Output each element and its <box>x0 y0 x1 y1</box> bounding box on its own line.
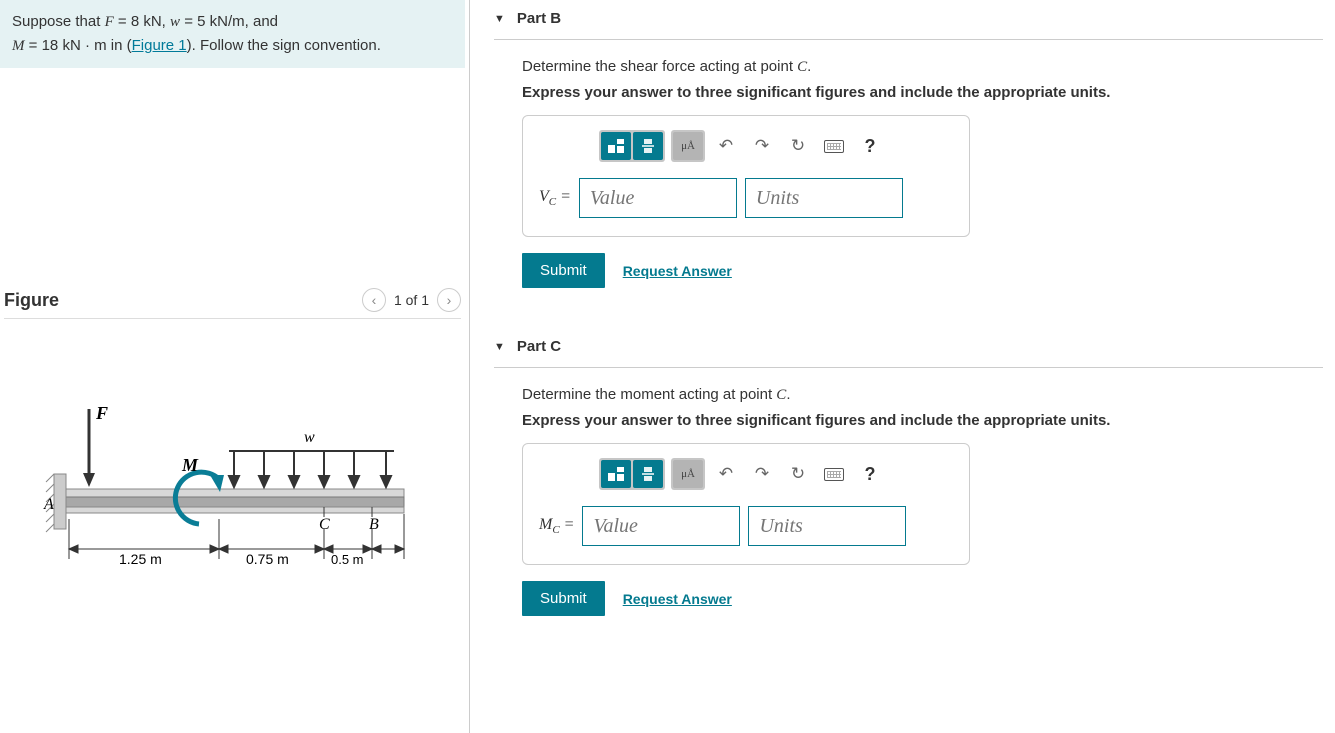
part-B-submit-button[interactable]: Submit <box>522 253 605 288</box>
part-B-title: Part B <box>517 10 561 27</box>
part-B-collapse-icon[interactable]: ▼ <box>494 13 505 25</box>
symbols-icon[interactable]: μÅ <box>673 132 703 160</box>
problem-statement: Suppose that F = 8 kN, w = 5 kN/m, and M… <box>0 0 465 68</box>
part-B-answer-box: μÅ ↶ ↷ ↻ ? VC = <box>522 115 970 237</box>
reset-icon[interactable]: ↻ <box>783 460 813 488</box>
svg-text:M: M <box>181 455 199 475</box>
svg-text:B: B <box>369 516 379 533</box>
templates-icon[interactable] <box>601 132 631 160</box>
part-C-value-input[interactable] <box>582 506 740 546</box>
svg-text:0.75 m: 0.75 m <box>246 551 289 567</box>
part-C-var-label: MC = <box>539 516 574 536</box>
part-B-value-input[interactable] <box>579 178 737 218</box>
part-C-answer-box: μÅ ↶ ↷ ↻ ? MC = <box>522 443 970 565</box>
help-icon[interactable]: ? <box>855 460 885 488</box>
part-C-collapse-icon[interactable]: ▼ <box>494 341 505 353</box>
part-C-submit-button[interactable]: Submit <box>522 581 605 616</box>
svg-text:A: A <box>43 496 54 513</box>
part-C-request-answer-link[interactable]: Request Answer <box>623 591 732 607</box>
redo-icon[interactable]: ↷ <box>747 460 777 488</box>
part-B-request-answer-link[interactable]: Request Answer <box>623 263 732 279</box>
svg-text:w: w <box>304 429 315 446</box>
figure-next-button[interactable]: › <box>437 288 461 312</box>
figure-link[interactable]: Figure 1 <box>132 37 187 54</box>
part-C-prompt: Determine the moment acting at point C. <box>522 386 1323 404</box>
symbols-icon[interactable]: μÅ <box>673 460 703 488</box>
part-B-prompt: Determine the shear force acting at poin… <box>522 58 1323 76</box>
keyboard-icon[interactable] <box>819 460 849 488</box>
part-C-instruction: Express your answer to three significant… <box>522 412 1323 429</box>
fraction-icon[interactable] <box>633 132 663 160</box>
redo-icon[interactable]: ↷ <box>747 132 777 160</box>
svg-text:1.25 m: 1.25 m <box>119 551 162 567</box>
svg-text:0.5 m: 0.5 m <box>331 552 364 567</box>
part-B-var-label: VC = <box>539 188 571 208</box>
fraction-icon[interactable] <box>633 460 663 488</box>
templates-icon[interactable] <box>601 460 631 488</box>
figure-title: Figure <box>4 290 59 311</box>
undo-icon[interactable]: ↶ <box>711 132 741 160</box>
part-B-units-input[interactable] <box>745 178 903 218</box>
undo-icon[interactable]: ↶ <box>711 460 741 488</box>
keyboard-icon[interactable] <box>819 132 849 160</box>
figure-diagram: F M w <box>4 379 461 582</box>
help-icon[interactable]: ? <box>855 132 885 160</box>
reset-icon[interactable]: ↻ <box>783 132 813 160</box>
svg-text:F: F <box>95 403 108 423</box>
part-C-units-input[interactable] <box>748 506 906 546</box>
part-B-instruction: Express your answer to three significant… <box>522 84 1323 101</box>
figure-prev-button[interactable]: ‹ <box>362 288 386 312</box>
part-C-title: Part C <box>517 338 561 355</box>
figure-nav-label: 1 of 1 <box>394 292 429 308</box>
